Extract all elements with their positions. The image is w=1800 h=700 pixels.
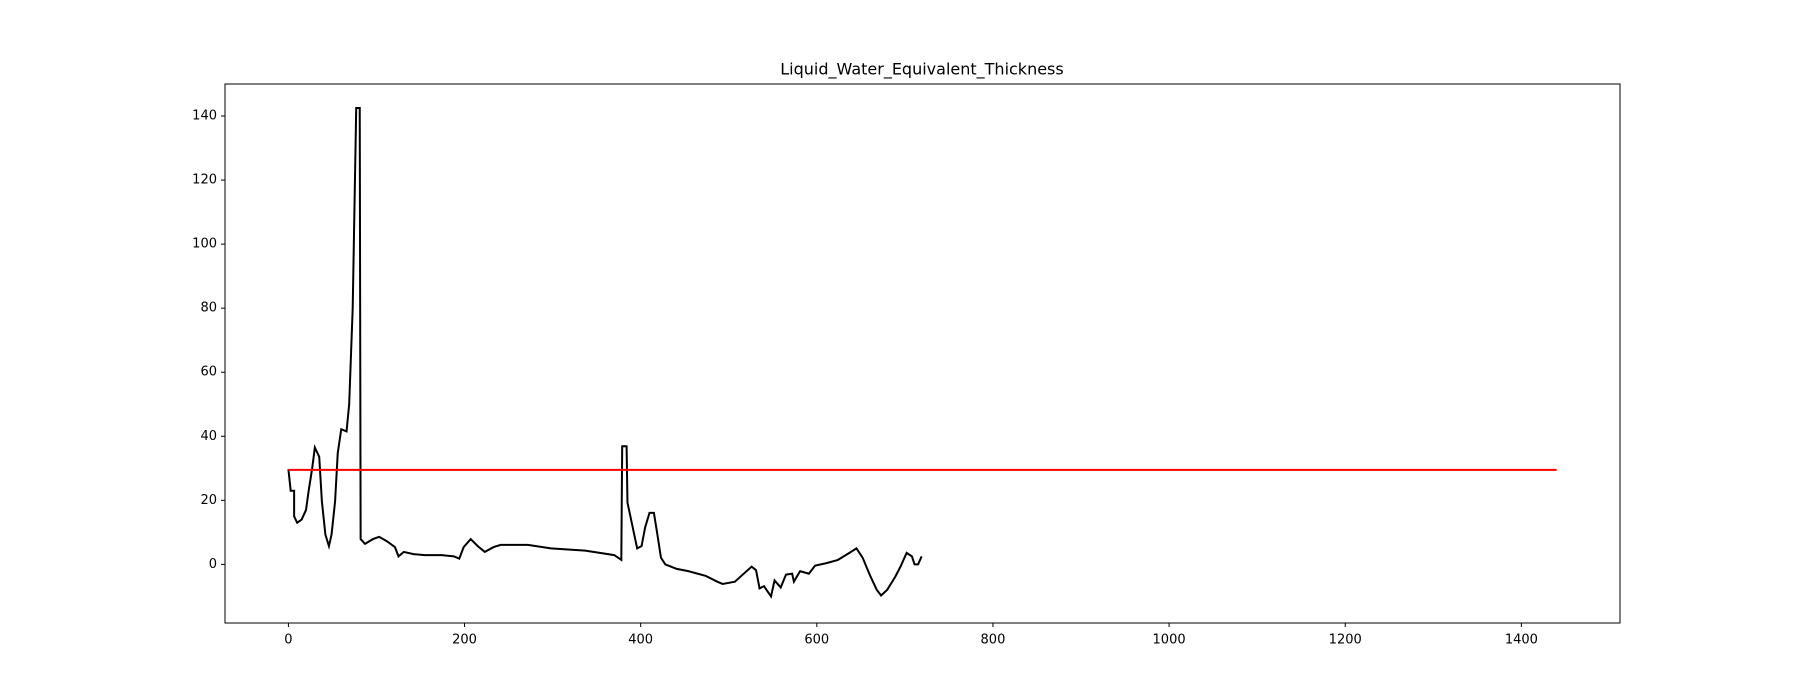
x-tick-label: 1400 [1505, 633, 1538, 648]
y-tick-label: 60 [200, 365, 217, 380]
plot-frame [224, 83, 1621, 624]
y-tick-label: 0 [209, 557, 217, 572]
y-tick-label: 140 [192, 109, 217, 124]
x-tick-label: 1000 [1153, 633, 1186, 648]
y-tick-label: 120 [192, 173, 217, 188]
x-tick-label: 0 [284, 633, 292, 648]
x-tick-label: 600 [804, 633, 829, 648]
chart-title: Liquid_Water_Equivalent_Thickness [780, 60, 1063, 80]
x-tick-label: 1200 [1329, 633, 1362, 648]
y-tick-label: 80 [200, 301, 217, 316]
y-tick-label: 40 [200, 429, 217, 444]
x-tick-label: 400 [628, 633, 653, 648]
x-tick-label: 800 [981, 633, 1006, 648]
y-tick-label: 100 [192, 237, 217, 252]
y-tick-label: 20 [200, 493, 217, 508]
x-tick-label: 200 [452, 633, 477, 648]
